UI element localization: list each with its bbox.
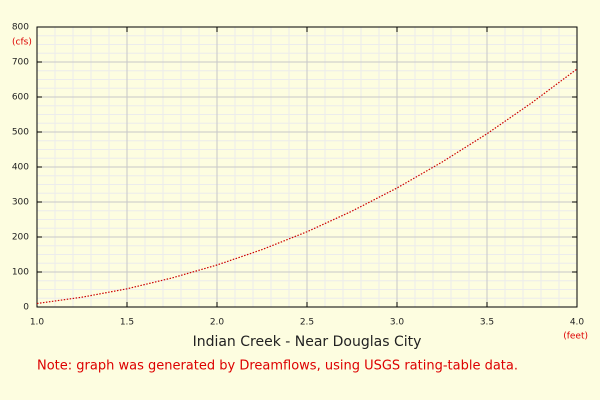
x-tick-label: 3.5: [480, 318, 494, 328]
y-tick-label: 0: [23, 303, 29, 313]
x-tick-label: 1.0: [30, 318, 45, 328]
y-tick-label: 400: [12, 163, 29, 173]
x-tick-label: 4.0: [570, 318, 585, 328]
y-tick-label: 100: [12, 268, 29, 278]
data-line: [36, 68, 578, 305]
x-tick-label: 1.5: [120, 318, 134, 328]
x-unit: (feet): [563, 332, 588, 342]
plot-frame: [36, 26, 578, 308]
y-tick-label: 600: [12, 93, 29, 103]
y-tick-label: 800: [12, 23, 29, 33]
chart-title: Indian Creek - Near Douglas City: [193, 334, 422, 350]
note: Note: graph was generated by Dreamflows,…: [37, 359, 518, 374]
x-tick-label: 3.0: [390, 318, 405, 328]
y-tick-label: 200: [12, 233, 29, 243]
y-unit: (cfs): [12, 38, 32, 48]
y-tick-label: 300: [12, 198, 29, 208]
x-tick-label: 2.0: [210, 318, 225, 328]
y-tick-label: 500: [12, 128, 29, 138]
y-tick-label: 700: [12, 58, 29, 68]
x-tick-label: 2.5: [300, 318, 314, 328]
